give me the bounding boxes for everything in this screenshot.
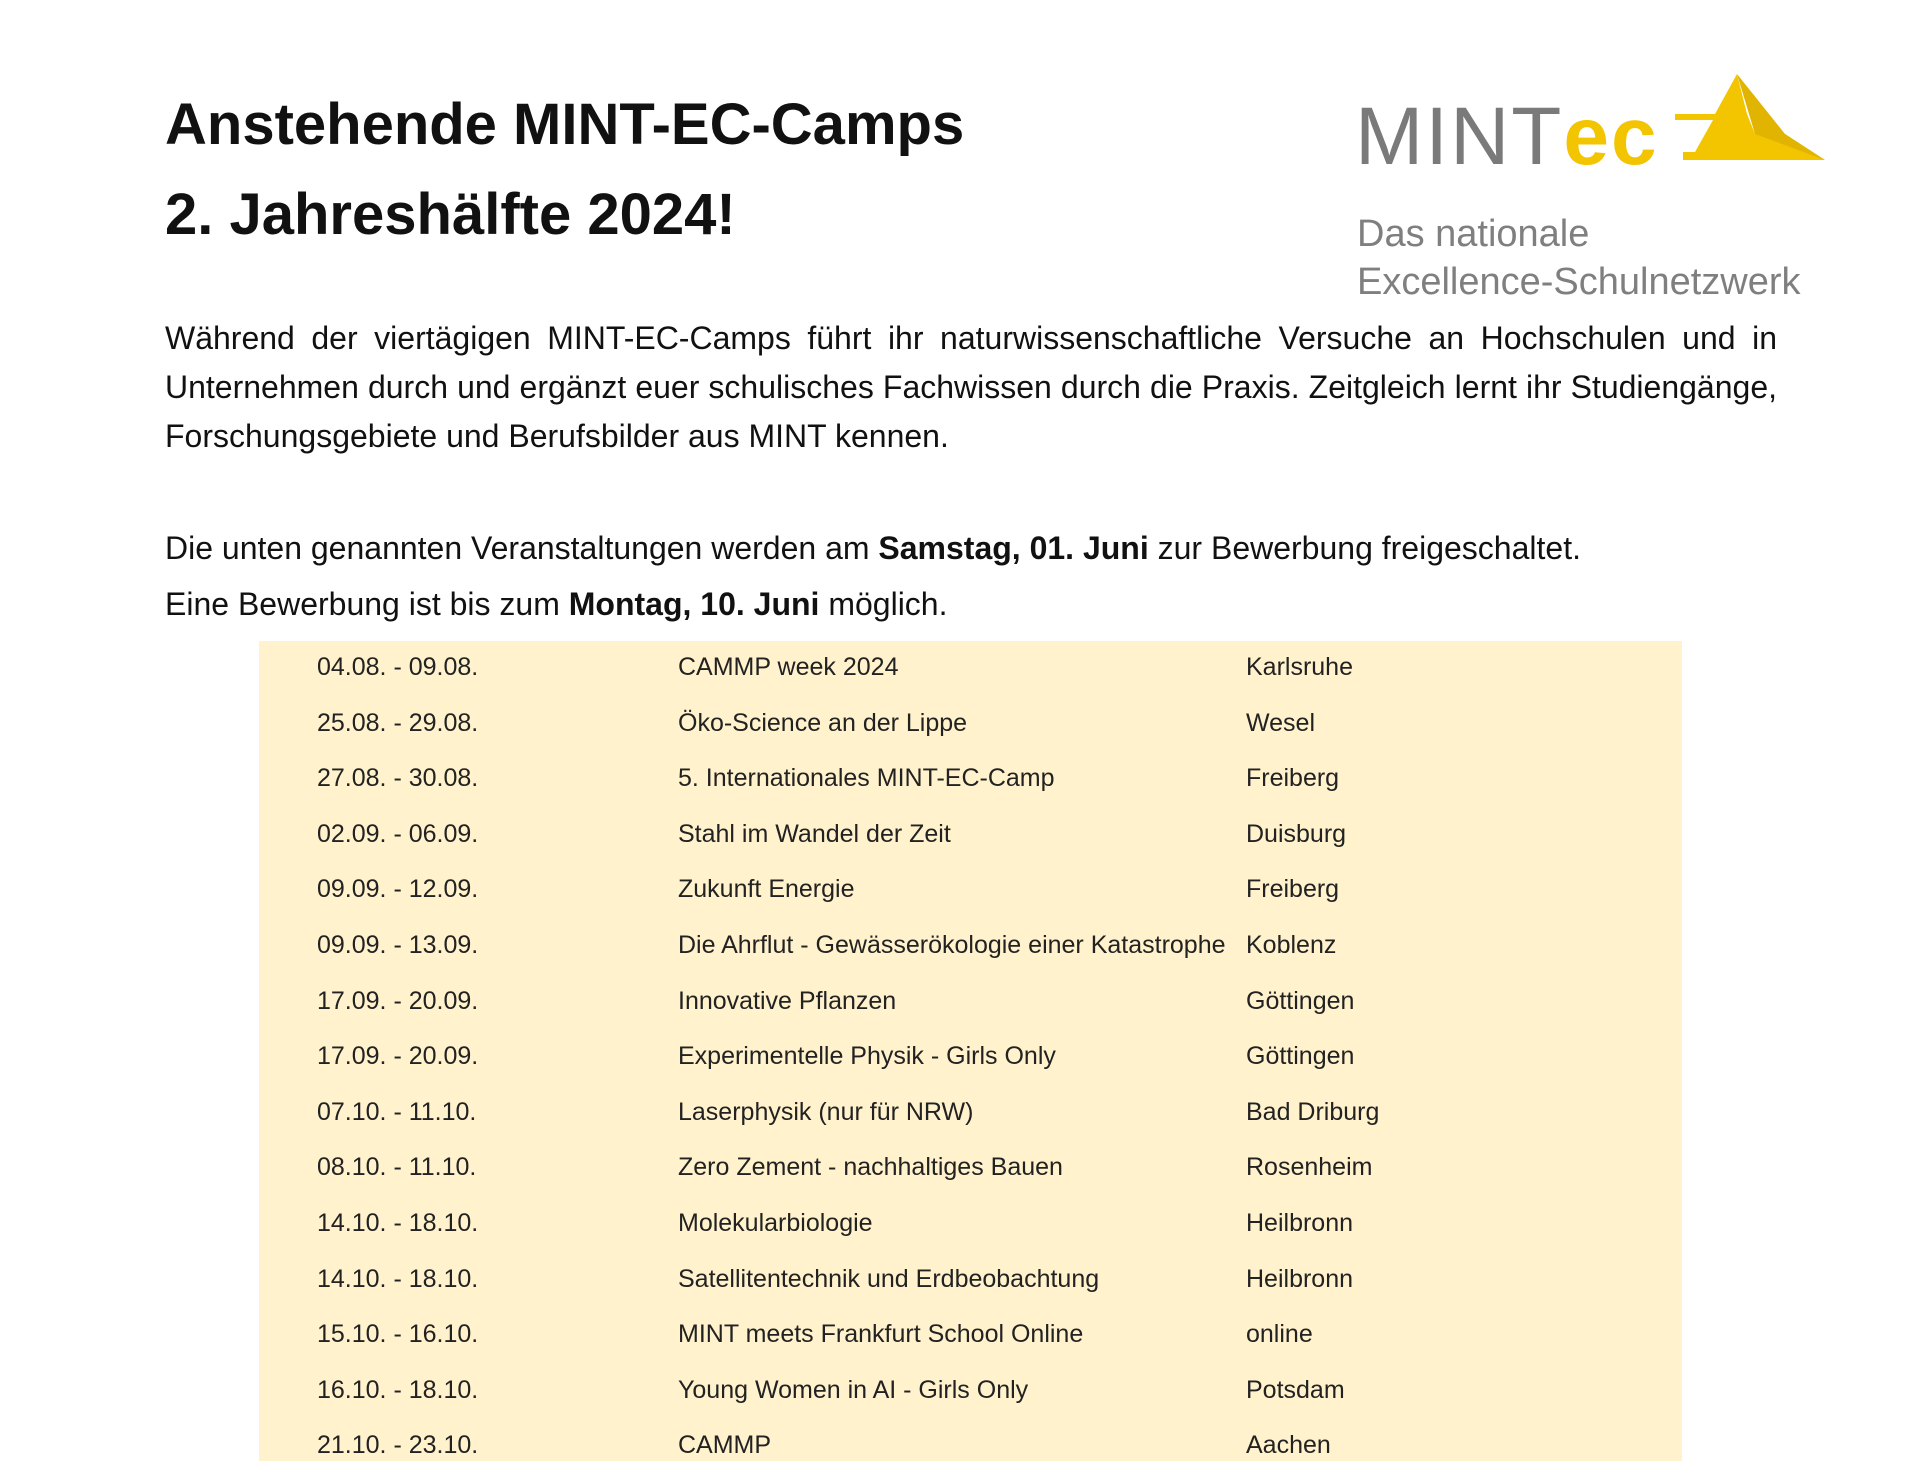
- title-line: 2. Jahreshälfte 2024!: [165, 182, 736, 247]
- date-cell: 02.09. - 06.09.: [317, 819, 479, 848]
- location-cell: Freiberg: [1246, 875, 1340, 904]
- location-cell: Duisburg: [1246, 819, 1347, 848]
- notice-line: Die unten genannten Veranstaltungen werd…: [165, 520, 1581, 576]
- logo-wordmark: MINTec: [1355, 90, 1659, 184]
- title: Anstehende MINT-EC-Camps 2. Jahreshälfte…: [165, 80, 964, 260]
- table-row: 27.08. - 30.08. 5. Internationales MINT-E…: [259, 752, 1682, 807]
- table-row: 14.10. - 18.10. Satellitentechnik und Erd…: [259, 1253, 1682, 1308]
- camp-name-cell: Öko-Science an der Lippe: [678, 708, 968, 737]
- location-cell: Aachen: [1246, 1431, 1331, 1460]
- title-line: Anstehende MINT-EC-Camps: [165, 92, 965, 157]
- camp-name-cell: Zukunft Energie: [678, 875, 855, 904]
- camp-name-cell: 5. Internationales MINT-EC-Camp: [678, 764, 1055, 793]
- date-cell: 17.09. - 20.09.: [317, 986, 479, 1015]
- notice-emphasis: Montag, 10. Juni: [568, 586, 820, 622]
- date-cell: 14.10. - 18.10.: [317, 1209, 479, 1237]
- camp-name-cell: Molekularbiologie: [678, 1209, 873, 1237]
- table-row: 17.09. - 20.09. Innovative Pflanzen Göttin…: [259, 975, 1682, 1030]
- camp-name-cell: Die Ahrflut - Gewässerökologie einer Kat…: [678, 931, 1226, 959]
- location-cell: Freiberg: [1246, 764, 1340, 793]
- date-cell: 08.10. - 11.10.: [317, 1153, 477, 1182]
- camp-name-cell: Young Women in AI - Girls Only: [678, 1375, 1029, 1404]
- location-cell: Koblenz: [1246, 931, 1337, 959]
- location-cell: Potsdam: [1246, 1375, 1345, 1404]
- table-row: 14.10. - 18.10. Molekularbiologie Heilbron…: [259, 1197, 1682, 1252]
- location-cell: Rosenheim: [1246, 1153, 1373, 1182]
- camp-name-cell: Experimentelle Physik - Girls Only: [678, 1042, 1056, 1071]
- logo-mint: MINT: [1355, 91, 1564, 182]
- date-cell: 14.10. - 18.10.: [317, 1264, 479, 1293]
- logo-tagline: Das nationale Excellence-Schulnetzwerk: [1357, 210, 1801, 306]
- date-cell: 17.09. - 20.09.: [317, 1042, 479, 1071]
- table-row: 21.10. - 23.10. CAMMP Aachen: [259, 1419, 1682, 1461]
- table-row: 09.09. - 12.09. Zukunft Energie Freiberg: [259, 863, 1682, 918]
- table-row: 16.10. - 18.10. Young Women in AI - Girls…: [259, 1364, 1682, 1419]
- camp-name-cell: Zero Zement - nachhaltiges Bauen: [678, 1153, 1063, 1182]
- date-cell: 25.08. - 29.08.: [317, 708, 479, 737]
- notice-text: Eine Bewerbung ist bis zum: [165, 586, 569, 622]
- notice-line: Eine Bewerbung ist bis zum Montag, 10. J…: [165, 576, 1581, 632]
- date-cell: 15.10. - 16.10.: [317, 1320, 479, 1349]
- camp-name-cell: Stahl im Wandel der Zeit: [678, 819, 951, 848]
- notice-text: möglich.: [819, 586, 948, 622]
- location-cell: Göttingen: [1246, 1042, 1355, 1071]
- location-cell: Heilbronn: [1246, 1209, 1354, 1237]
- date-cell: 09.09. - 12.09.: [317, 875, 479, 904]
- tagline-line: Excellence-Schulnetzwerk: [1357, 261, 1801, 303]
- location-cell: Bad Driburg: [1246, 1097, 1380, 1126]
- table-row: 15.10. - 16.10. MINT meets Frankfurt Scho…: [259, 1308, 1682, 1363]
- logo: MINTec Das nationale Excellence-Schulnet…: [1355, 70, 1835, 310]
- table-row: 25.08. - 29.08. Öko-Science an der Lippe W…: [259, 697, 1682, 752]
- date-cell: 27.08. - 30.08.: [317, 764, 479, 793]
- notice-text: zur Bewerbung freigeschaltet.: [1148, 530, 1581, 566]
- location-cell: Göttingen: [1246, 986, 1355, 1015]
- location-cell: Karlsruhe: [1246, 653, 1353, 681]
- tagline-line: Das nationale: [1357, 213, 1590, 255]
- table-row: 02.09. - 06.09. Stahl im Wandel der Zeit D…: [259, 808, 1682, 863]
- table-row: 09.09. - 13.09. Die Ahrflut - Gewässeröko…: [259, 919, 1682, 974]
- table-row: 07.10. - 11.10. Laserphysik (nur für NRW)…: [259, 1086, 1682, 1141]
- table-row: 17.09. - 20.09. Experimentelle Physik - G…: [259, 1030, 1682, 1085]
- camp-table: 04.08. - 09.08. CAMMP week 2024 Karlsruhe 2…: [259, 641, 1682, 1461]
- location-cell: Wesel: [1246, 708, 1316, 737]
- date-cell: 04.08. - 09.08.: [317, 653, 479, 681]
- table-row: 04.08. - 09.08. CAMMP week 2024 Karlsruhe: [259, 641, 1682, 696]
- notice: Die unten genannten Veranstaltungen werd…: [165, 520, 1581, 632]
- intro-paragraph: Während der viertägigen MINT-EC-Camps fü…: [165, 320, 1777, 454]
- date-cell: 07.10. - 11.10.: [317, 1097, 477, 1126]
- camp-name-cell: Satellitentechnik und Erdbeobachtung: [678, 1264, 1100, 1293]
- camp-name-cell: Innovative Pflanzen: [678, 986, 897, 1015]
- logo-ec: ec: [1563, 91, 1659, 182]
- camp-name-cell: Laserphysik (nur für NRW): [678, 1097, 974, 1126]
- date-cell: 16.10. - 18.10.: [317, 1375, 479, 1404]
- notice-emphasis: Samstag, 01. Juni: [878, 530, 1149, 566]
- camp-name-cell: CAMMP: [678, 1431, 772, 1460]
- camp-name-cell: CAMMP week 2024: [678, 653, 899, 681]
- logo-pyramid: [1675, 74, 1825, 160]
- camp-name-cell: MINT meets Frankfurt School Online: [678, 1320, 1084, 1349]
- location-cell: online: [1246, 1320, 1313, 1349]
- table-row: 08.10. - 11.10. Zero Zement - nachhaltige…: [259, 1141, 1682, 1196]
- date-cell: 09.09. - 13.09.: [317, 931, 479, 959]
- location-cell: Heilbronn: [1246, 1264, 1354, 1293]
- notice-text: Die unten genannten Veranstaltungen werd…: [165, 530, 879, 566]
- date-cell: 21.10. - 23.10.: [317, 1431, 479, 1460]
